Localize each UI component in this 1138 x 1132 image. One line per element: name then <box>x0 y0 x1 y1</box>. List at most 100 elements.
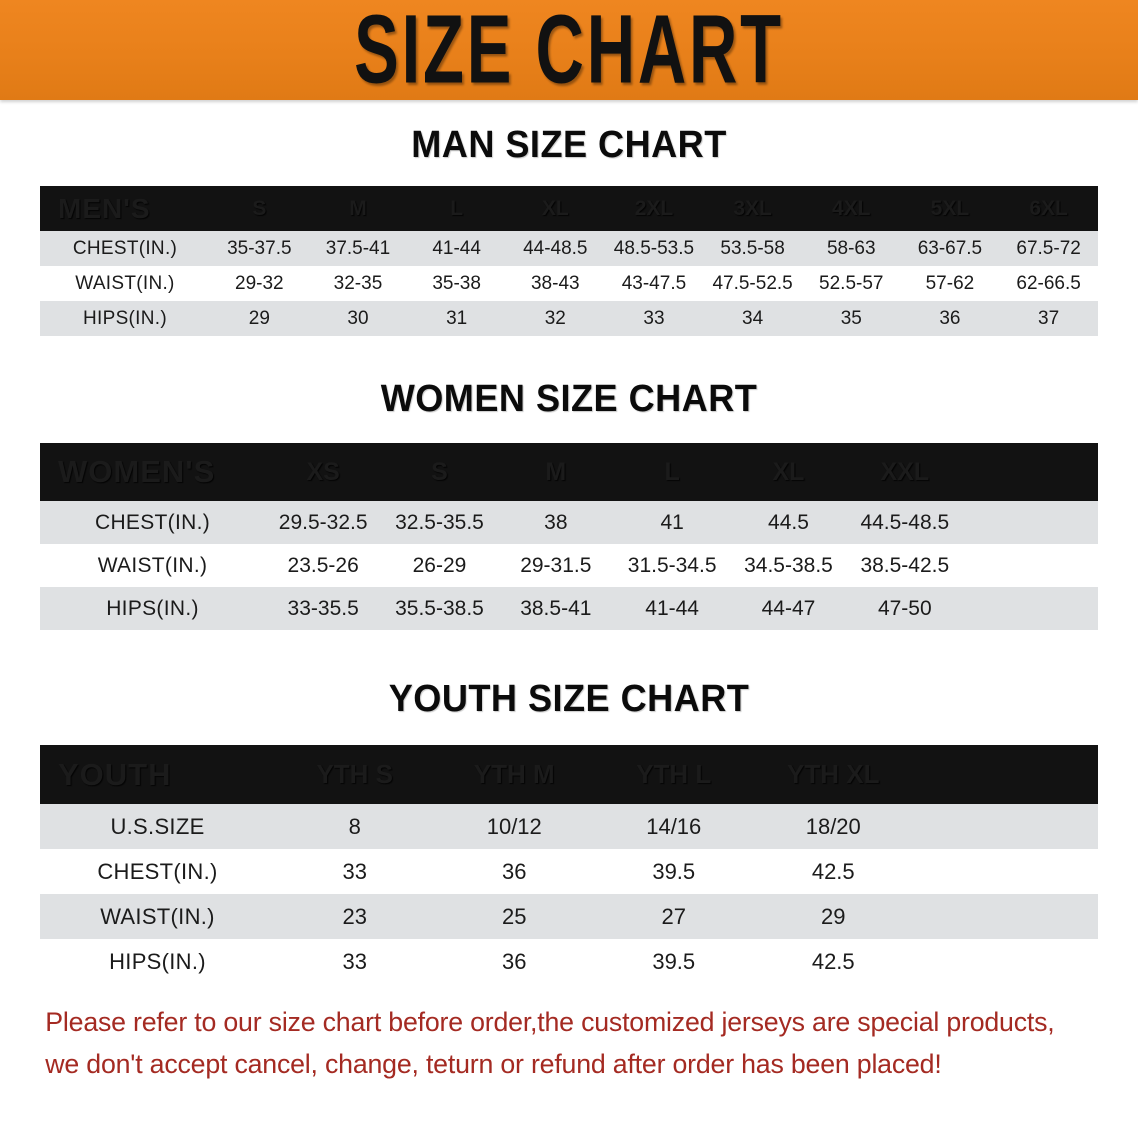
youth-cell: 33 <box>342 948 367 974</box>
women-cell: 34.5-38.5 <box>744 553 833 577</box>
youth-cell: 42.5 <box>811 948 855 974</box>
man-cell: 44-48.5 <box>523 237 588 259</box>
youth-cell: 10/12 <box>486 813 542 839</box>
youth-cell: 39.5 <box>652 948 696 974</box>
youth-category-label: YOUTH <box>58 756 172 792</box>
man-header-row: MEN'S S M L XL 2XL 3XL 4XL 5XL 6XL <box>40 186 1098 231</box>
disclaimer-line-2: we don't accept cancel, change, teturn o… <box>45 1048 942 1079</box>
women-cell: 44.5 <box>768 510 809 534</box>
table-row: U.S.SIZE 8 10/12 14/16 18/20 <box>40 804 1098 849</box>
man-cell: 36 <box>939 307 961 329</box>
women-cell: 26-29 <box>412 553 467 577</box>
youth-cell: 29 <box>821 903 846 929</box>
youth-section-heading: YOUTH SIZE CHART <box>388 678 750 720</box>
women-column-header: L <box>664 457 680 486</box>
youth-cell: 42.5 <box>811 858 855 884</box>
table-row: WAIST(IN.) 23.5-26 26-29 29-31.5 31.5-34.5 34… <box>40 544 1098 587</box>
women-cell: 38 <box>544 510 568 534</box>
youth-row-label: HIPS(IN.) <box>109 948 206 974</box>
man-size-table: MEN'S S M L XL 2XL 3XL 4XL 5XL 6XL CHEST(IN.) 35-… <box>40 186 1098 336</box>
table-row: CHEST(IN.) 33 36 39.5 42.5 <box>40 849 1098 894</box>
man-table-body: CHEST(IN.) 35-37.5 37.5-41 41-44 44-48.5 48.5… <box>40 231 1098 336</box>
man-cell: 30 <box>347 307 369 329</box>
page-title: SIZE CHART <box>354 0 784 104</box>
man-cell: 58-63 <box>826 237 876 259</box>
women-size-table: WOMEN'S XS S M L XL XXL CHEST(IN.) 29.5-32.5 32… <box>40 443 1098 630</box>
youth-cell-spacer <box>913 894 1098 939</box>
women-column-header: M <box>545 457 567 486</box>
man-cell: 48.5-53.5 <box>613 237 695 259</box>
table-row: HIPS(IN.) 33-35.5 35.5-38.5 38.5-41 41-44 44-… <box>40 587 1098 630</box>
women-column-header: XS <box>306 457 340 486</box>
man-cell: 34 <box>742 307 764 329</box>
man-column-header: L <box>450 196 464 220</box>
man-column-header: 5XL <box>930 196 970 220</box>
man-column-header: 3XL <box>733 196 772 220</box>
women-row-label: CHEST(IN.) <box>95 510 210 534</box>
women-cell: 29.5-32.5 <box>278 510 368 534</box>
youth-cell: 33 <box>342 858 367 884</box>
disclaimer: Please refer to our size chart before or… <box>45 1002 1092 1086</box>
women-cell: 41 <box>660 510 684 534</box>
man-cell: 53.5-58 <box>720 237 785 259</box>
man-column-header: 6XL <box>1029 196 1068 220</box>
youth-column-header: YTH L <box>636 759 712 789</box>
youth-cell: 18/20 <box>805 813 861 839</box>
youth-row-label: CHEST(IN.) <box>97 858 218 884</box>
youth-table-head: YOUTH YTH S YTH M YTH L YTH XL <box>40 745 1098 804</box>
man-row-label: WAIST(IN.) <box>75 272 175 294</box>
table-row: WAIST(IN.) 29-32 32-35 35-38 38-43 43-47.5 47.… <box>40 266 1098 301</box>
women-row-label: WAIST(IN.) <box>97 553 208 577</box>
man-column-header: M <box>349 196 367 220</box>
women-column-header: S <box>431 457 448 486</box>
man-cell: 35-37.5 <box>227 237 292 259</box>
man-table-head: MEN'S S M L XL 2XL 3XL 4XL 5XL 6XL <box>40 186 1098 231</box>
youth-column-header: YTH S <box>316 759 394 789</box>
disclaimer-line-1: Please refer to our size chart before or… <box>45 1007 1055 1037</box>
youth-header-spacer <box>913 745 1098 804</box>
man-cell: 35 <box>840 307 862 329</box>
man-cell: 38-43 <box>530 272 580 294</box>
table-row: CHEST(IN.) 35-37.5 37.5-41 41-44 44-48.5 48.5… <box>40 231 1098 266</box>
table-row: HIPS(IN.) 33 36 39.5 42.5 <box>40 939 1098 984</box>
women-table-body: CHEST(IN.) 29.5-32.5 32.5-35.5 38 41 44.5 44.5… <box>40 501 1098 630</box>
youth-cell: 25 <box>502 903 527 929</box>
women-section-heading: WOMEN SIZE CHART <box>380 378 758 420</box>
man-table-wrap: MEN'S S M L XL 2XL 3XL 4XL 5XL 6XL CHEST(IN.) 35-… <box>40 186 1098 336</box>
women-cell: 44-47 <box>761 596 816 620</box>
man-cell: 47.5-52.5 <box>712 272 793 294</box>
youth-row-label: U.S.SIZE <box>110 813 205 839</box>
women-cell-spacer <box>963 587 1098 630</box>
man-cell: 29 <box>248 307 270 329</box>
man-cell: 35-38 <box>432 272 481 294</box>
man-cell: 63-67.5 <box>917 237 983 259</box>
youth-cell: 8 <box>348 813 361 839</box>
man-cell: 32 <box>544 307 566 329</box>
youth-cell-spacer <box>913 849 1098 894</box>
youth-cell: 14/16 <box>646 813 702 839</box>
women-column-header: XXL <box>880 457 930 486</box>
women-cell: 47-50 <box>877 596 932 620</box>
man-category-label: MEN'S <box>58 192 151 224</box>
women-cell: 44.5-48.5 <box>860 510 950 534</box>
man-cell: 41-44 <box>432 237 481 259</box>
women-column-header: XL <box>772 457 805 486</box>
man-cell: 67.5-72 <box>1016 237 1081 259</box>
women-cell-spacer <box>963 544 1098 587</box>
man-column-header: XL <box>541 196 569 220</box>
youth-header-row: YOUTH YTH S YTH M YTH L YTH XL <box>40 745 1098 804</box>
man-cell: 33 <box>643 307 665 329</box>
man-column-header: 2XL <box>634 196 674 220</box>
youth-size-table: YOUTH YTH S YTH M YTH L YTH XL U.S.SIZE 8 10/… <box>40 745 1098 984</box>
man-cell: 37 <box>1038 307 1060 329</box>
youth-cell: 36 <box>502 858 527 884</box>
women-cell-spacer <box>963 501 1098 544</box>
man-cell: 37.5-41 <box>325 237 391 259</box>
youth-cell-spacer <box>913 804 1098 849</box>
women-cell: 38.5-41 <box>520 596 592 620</box>
table-row: WAIST(IN.) 23 25 27 29 <box>40 894 1098 939</box>
man-row-label: CHEST(IN.) <box>72 237 178 259</box>
women-row-label: HIPS(IN.) <box>106 596 199 620</box>
man-cell: 32-35 <box>333 272 383 294</box>
women-cell: 41-44 <box>645 596 699 620</box>
